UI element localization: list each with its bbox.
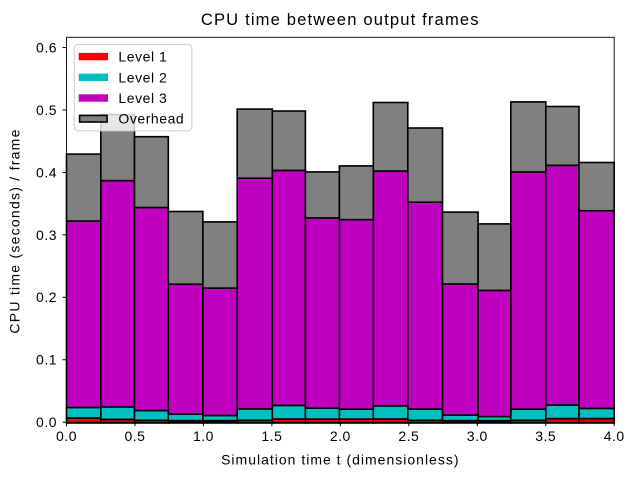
svg-text:Overhead: Overhead <box>118 111 184 127</box>
svg-text:1.5: 1.5 <box>261 428 282 444</box>
svg-text:CPU time between output frames: CPU time between output frames <box>201 10 480 29</box>
svg-text:0.3: 0.3 <box>36 227 57 243</box>
svg-text:0.5: 0.5 <box>36 102 57 118</box>
svg-text:Simulation time t (dimensionle: Simulation time t (dimensionless) <box>221 452 459 468</box>
svg-text:0.2: 0.2 <box>36 289 57 305</box>
svg-text:0.5: 0.5 <box>124 428 145 444</box>
svg-text:2.0: 2.0 <box>330 428 351 444</box>
svg-text:Level 2: Level 2 <box>118 69 167 85</box>
svg-text:0.0: 0.0 <box>56 428 77 444</box>
svg-text:2.5: 2.5 <box>398 428 419 444</box>
svg-text:3.5: 3.5 <box>535 428 556 444</box>
svg-text:Level 3: Level 3 <box>118 90 167 106</box>
svg-text:0.1: 0.1 <box>36 352 57 368</box>
svg-text:0.6: 0.6 <box>36 39 57 55</box>
svg-text:0.0: 0.0 <box>36 414 57 430</box>
svg-text:0.4: 0.4 <box>36 164 57 180</box>
svg-text:Level 1: Level 1 <box>118 49 167 65</box>
svg-text:4.0: 4.0 <box>604 428 625 444</box>
svg-text:3.0: 3.0 <box>467 428 488 444</box>
svg-text:CPU time (seconds) / frame: CPU time (seconds) / frame <box>6 128 22 333</box>
svg-text:1.0: 1.0 <box>193 428 214 444</box>
